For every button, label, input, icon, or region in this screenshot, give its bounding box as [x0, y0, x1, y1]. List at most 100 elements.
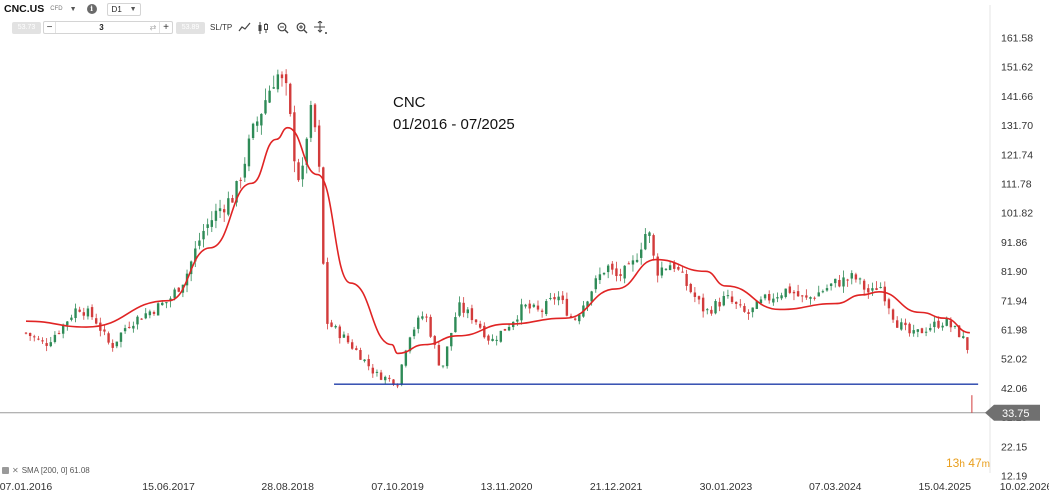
candle-body [557, 296, 560, 301]
y-tick-label: 121.74 [1001, 149, 1033, 161]
candle-body [933, 321, 936, 328]
candle-body [144, 313, 147, 319]
caret-down-icon[interactable]: ▼ [69, 5, 77, 13]
candle-body [916, 329, 920, 332]
candle-body [685, 273, 688, 286]
candle-body [272, 87, 275, 89]
y-tick-label: 141.66 [1001, 91, 1033, 103]
zoom-out-icon[interactable] [276, 21, 289, 34]
candle-body [334, 325, 337, 328]
candle-body [689, 284, 692, 293]
candle-body [842, 277, 845, 287]
swap-icon[interactable]: ⇄ [149, 23, 157, 32]
candle-body [227, 198, 230, 215]
candle-body [858, 278, 862, 280]
candle-body [652, 235, 655, 256]
sell-button[interactable]: 53.73 [12, 21, 41, 34]
candle-body [805, 295, 808, 298]
symbol-label[interactable]: CNC.US [4, 3, 45, 15]
candle-type-icon[interactable] [257, 21, 270, 34]
candle-body [834, 278, 837, 284]
candle-countdown: 13h 47m [946, 456, 990, 470]
info-icon[interactable]: i [86, 4, 97, 14]
annotation-ticker: CNC [393, 94, 426, 111]
candle-body [945, 318, 948, 326]
chevron-down-icon: ▼ [129, 5, 137, 13]
countdown-minutes-unit: m [981, 459, 990, 470]
candle-body [264, 100, 267, 114]
candle-body [24, 332, 28, 334]
x-tick-label: 07.10.2019 [371, 481, 424, 493]
candle-body [231, 198, 234, 203]
candle-body [677, 267, 680, 270]
candle-body [540, 310, 544, 312]
candle-body [627, 263, 631, 265]
candle-body [908, 323, 911, 334]
candle-body [520, 304, 523, 321]
candle-body [338, 326, 341, 339]
quantity-value[interactable]: 3 [99, 23, 104, 32]
candle-body [165, 302, 168, 304]
candle-body [256, 121, 259, 126]
candle-body [317, 125, 321, 167]
candle-body [706, 309, 709, 311]
candle-body [664, 268, 668, 270]
candle-body [363, 359, 366, 362]
y-tick-label: 91.86 [1001, 237, 1027, 249]
buy-button[interactable]: 53.89 [176, 21, 205, 34]
candle-body [631, 260, 635, 265]
candle-body [722, 296, 725, 306]
candle-body [276, 74, 280, 90]
candle-body [132, 325, 135, 329]
candle-body [123, 328, 127, 332]
candle-body [243, 163, 247, 178]
current-price-tag: 33.75 [985, 404, 1040, 421]
instrument-type-label: CFD [50, 6, 63, 12]
candle-body [462, 302, 465, 313]
sltp-button[interactable]: SL/TP [210, 23, 233, 32]
candle-body [450, 332, 453, 347]
quantity-stepper[interactable]: − 3 ⇄ + [43, 21, 173, 34]
indicator-visibility-icon[interactable] [2, 467, 9, 474]
candle-body [516, 319, 519, 322]
candle-body [260, 113, 263, 126]
plus-icon[interactable]: + [159, 22, 172, 33]
x-tick-label: 13.11.2020 [481, 481, 533, 493]
candle-body [202, 230, 205, 240]
candle-body [70, 317, 73, 320]
candle-body [371, 367, 375, 374]
minus-icon[interactable]: − [44, 22, 56, 33]
candle-body [495, 339, 498, 341]
candle-body [817, 292, 820, 297]
candle-body [284, 74, 288, 84]
candle-body [920, 328, 924, 334]
candle-body [210, 220, 213, 227]
candle-body [623, 265, 626, 279]
zoom-in-icon[interactable] [295, 21, 308, 34]
candle-body [536, 305, 540, 310]
y-tick-label: 111.78 [1001, 179, 1032, 191]
candle-body [41, 340, 44, 342]
line-tool-icon[interactable] [238, 21, 251, 34]
close-icon[interactable]: ✕ [12, 466, 19, 475]
trade-controls: 53.73 − 3 ⇄ + 53.89 SL/TP [12, 21, 328, 34]
timeframe-select[interactable]: D1 ▼ [106, 2, 141, 16]
candle-body [173, 289, 176, 298]
candle-body [61, 324, 65, 334]
y-tick-label: 52.02 [1001, 354, 1027, 366]
y-tick-label: 161.58 [1001, 33, 1033, 45]
candle-body [148, 311, 152, 316]
y-tick-label: 81.90 [1001, 266, 1027, 278]
indicator-legend: ✕ SMA [200, 0] 61.08 [2, 466, 90, 475]
crosshair-icon[interactable] [314, 21, 328, 34]
x-tick-label: 30.01.2023 [700, 481, 753, 493]
candle-body [660, 267, 664, 276]
price-tag-value: 33.75 [1002, 408, 1030, 420]
candle-body [37, 338, 40, 340]
y-tick-label: 22.15 [1001, 441, 1027, 453]
candle-body [45, 343, 48, 346]
candle-body [759, 299, 763, 304]
candle-body [549, 297, 552, 299]
candle-body [875, 288, 878, 290]
